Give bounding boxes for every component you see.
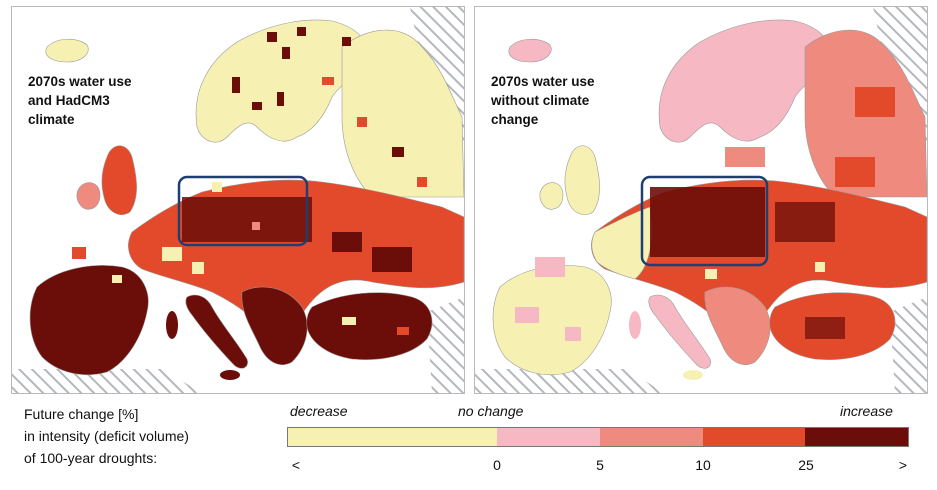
grid-cells [515,87,895,341]
legend-class-swatch [600,428,703,446]
legend-class-swatch [497,428,600,446]
sicily [220,370,240,380]
legend-tick: 0 [493,457,501,473]
outside-domain-hatch [475,369,665,393]
legend-color-bar [287,427,909,447]
europe-map-no-climate-change [475,7,927,393]
iberia-region [29,265,149,375]
legend-word-decrease: decrease [290,403,348,419]
outside-domain-hatch [890,297,927,393]
legend-class-swatch [702,428,806,446]
legend-description: Future change [%] in intensity (deficit … [24,403,189,469]
ireland [76,182,101,210]
legend-class-swatch [288,428,498,446]
sicily [683,370,703,380]
legend-tick: 10 [695,457,711,473]
legend-tick: < [291,457,301,473]
sardinia [166,311,178,339]
panel-label-line: without climate [491,93,590,108]
outside-domain-hatch [427,297,464,393]
anatolia-region [306,292,433,360]
northeast-region [341,29,464,198]
legend-class-swatch [805,428,909,446]
map-panel-hadcm3: 2070s water use and HadCM3 climate [11,6,465,394]
legend-description-line: in intensity (deficit volume) [24,428,189,444]
legend-tick: 5 [596,457,604,473]
panel-label-hadcm3: 2070s water use and HadCM3 climate [28,72,198,129]
sardinia [629,311,641,339]
legend-tick: 25 [798,457,814,473]
map-panel-no-climate-change: 2070s water use without climate change [474,6,928,394]
italy-region [185,294,248,369]
legend-description-line: of 100-year droughts: [24,450,158,466]
highlight-box [177,175,309,247]
iceland [45,38,89,63]
great-britain [101,145,137,216]
iceland [508,38,552,63]
balkans-region [241,286,308,366]
italy-region [648,294,711,369]
panel-label-no-climate-change: 2070s water use without climate change [491,72,661,129]
iberia-region [492,265,612,375]
legend-word-no-change: no change [458,403,524,419]
great-britain [564,145,600,216]
western-europe-region [591,206,653,280]
panel-label-line: change [491,112,539,127]
highlight-box [640,175,769,267]
panel-label-line: and HadCM3 [28,93,110,108]
panel-label-line: 2070s water use [491,74,595,89]
ireland [539,182,564,210]
legend-word-increase: increase [840,403,893,419]
panel-label-line: 2070s water use [28,74,132,89]
europe-map-hadcm3 [12,7,464,393]
legend-tick: > [898,457,908,473]
panel-label-line: climate [28,112,75,127]
legend-description-line: Future change [%] [24,406,139,422]
outside-domain-hatch [12,369,202,393]
grid-cells [72,27,427,335]
balkans-region [704,286,771,366]
